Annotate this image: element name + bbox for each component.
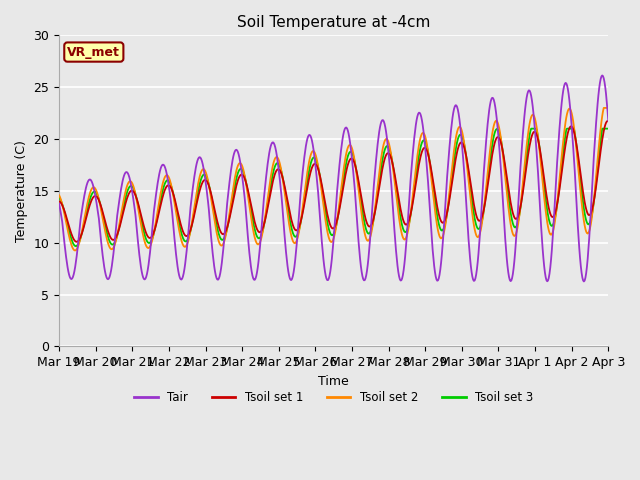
Legend: Tair, Tsoil set 1, Tsoil set 2, Tsoil set 3: Tair, Tsoil set 1, Tsoil set 2, Tsoil se… (129, 386, 538, 409)
Text: VR_met: VR_met (67, 46, 120, 59)
Y-axis label: Temperature (C): Temperature (C) (15, 140, 28, 242)
X-axis label: Time: Time (318, 375, 349, 388)
Title: Soil Temperature at -4cm: Soil Temperature at -4cm (237, 15, 431, 30)
